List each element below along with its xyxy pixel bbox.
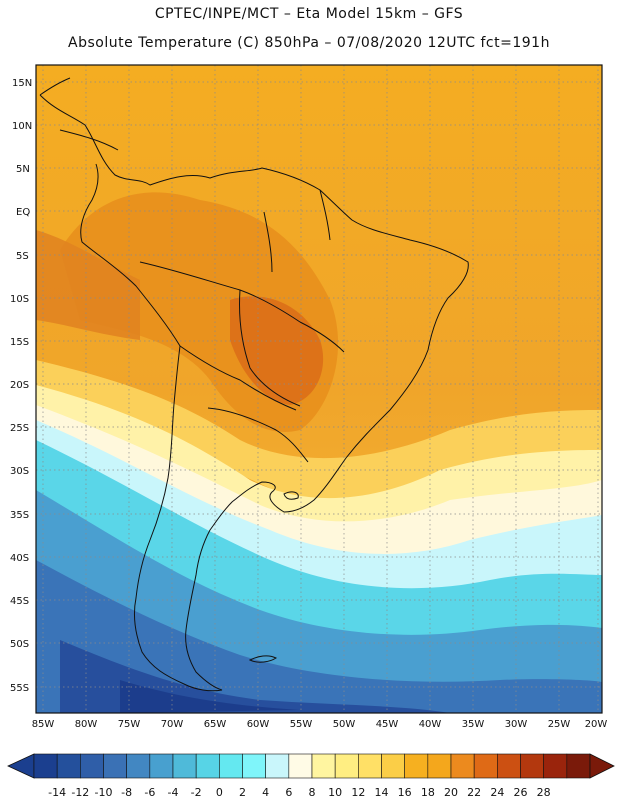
colorbar-label: 28 [537,786,551,799]
colorbar-label: 18 [421,786,435,799]
colorbar-swatch [172,753,197,779]
colorbar-label: -6 [144,786,155,799]
lon-label: 60W [247,719,270,730]
colorbar-swatch [103,753,127,779]
lon-label: 40W [419,719,442,730]
lon-label: 65W [204,719,227,730]
colorbar-swatch [497,753,521,779]
colorbar-label: 6 [285,786,292,799]
colorbar-swatch [473,753,498,779]
lon-label: 55W [290,719,313,730]
colorbar-swatch [195,753,220,779]
colorbar-swatch [265,753,290,779]
colorbar-label: -12 [71,786,89,799]
longitude-labels: 85W 80W 75W 70W 65W 60W 55W 50W 45W 40W … [32,719,608,730]
colorbar-swatch [427,753,452,779]
colorbar-left-arrow [7,753,35,779]
lat-label: 10N [12,121,32,132]
colorbar-label: 26 [514,786,528,799]
colorbar-label: -8 [121,786,132,799]
lat-label: 40S [10,553,29,564]
colorbar-label: -2 [191,786,202,799]
latitude-labels: 15N 10N 5N EQ 5S 10S 15S 20S 25S 30S 35S… [10,78,32,694]
colorbar-swatch [381,753,405,779]
colorbar-label: 0 [216,786,223,799]
colorbar-label: -10 [95,786,113,799]
colorbar-label: 20 [444,786,458,799]
lon-label: 25W [548,719,571,730]
lat-label: 15S [10,337,29,348]
colorbar-label: 16 [398,786,412,799]
colorbar-label: -14 [48,786,66,799]
colorbar-swatch [56,753,81,779]
colorbar-label: 12 [351,786,365,799]
colorbar-swatch [450,753,475,779]
graticule [36,65,602,713]
lon-label: 75W [118,719,141,730]
colorbar-swatch [566,753,591,779]
lon-label: 80W [75,719,98,730]
lon-label: 35W [462,719,485,730]
colorbar-swatch [242,753,266,779]
colorbar-swatch [219,753,243,779]
colorbar-swatch [126,753,151,779]
colorbar-label: -4 [168,786,179,799]
colorbar-label: 2 [239,786,246,799]
colorbar-swatch [149,753,174,779]
colorbar-right-arrow [589,753,615,779]
colorbar-swatch [358,753,382,779]
lat-label: 10S [10,294,29,305]
title-line-1: CPTEC/INPE/MCT – Eta Model 15km – GFS [154,6,464,22]
lat-label: 5S [16,251,29,262]
title-line-2: Absolute Temperature (C) 850hPa – 07/08/… [68,35,550,51]
colorbar-swatch [543,753,568,779]
lon-label: 50W [333,719,356,730]
map-frame [35,64,603,714]
lon-label: 30W [505,719,528,730]
colorbar-swatch [80,753,104,779]
lat-label: 30S [10,466,29,477]
colorbar-swatch [288,753,313,779]
colorbar-label: 8 [309,786,316,799]
colorbar-label: 24 [490,786,504,799]
lon-label: 85W [32,719,55,730]
colorbar-swatch [33,753,58,779]
colorbar-label: 22 [467,786,481,799]
lat-label: 5N [16,164,30,175]
lon-label: 70W [161,719,184,730]
lat-label: 15N [12,78,32,89]
lat-label: 20S [10,380,29,391]
colorbar-swatch [520,753,544,779]
lat-label: EQ [16,207,30,218]
coastlines [39,77,469,692]
colorbar-label: 14 [375,786,389,799]
lon-label: 20W [585,719,608,730]
lat-label: 25S [10,423,29,434]
lat-label: 50S [10,639,29,650]
temperature-field [36,65,602,713]
colorbar-label: 4 [262,786,269,799]
colorbar-swatch [404,753,429,779]
lat-label: 45S [10,596,29,607]
colorbar-swatch [334,753,359,779]
colorbar-label: 10 [328,786,342,799]
colorbar: -14 -12 -10 -8 -6 -4 -2 0 2 4 6 8 10 12 14 16 18 20 22 24 26… [7,753,615,799]
lat-label: 35S [10,510,29,521]
lon-label: 45W [376,719,399,730]
lat-label: 55S [10,683,29,694]
colorbar-swatch [311,753,336,779]
